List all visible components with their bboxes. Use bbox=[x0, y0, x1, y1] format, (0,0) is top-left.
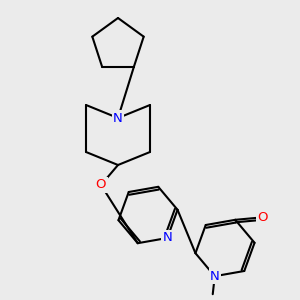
Text: O: O bbox=[257, 211, 268, 224]
Text: N: N bbox=[210, 270, 220, 283]
Text: O: O bbox=[96, 178, 106, 191]
Text: N: N bbox=[162, 232, 172, 244]
Text: N: N bbox=[113, 112, 123, 124]
